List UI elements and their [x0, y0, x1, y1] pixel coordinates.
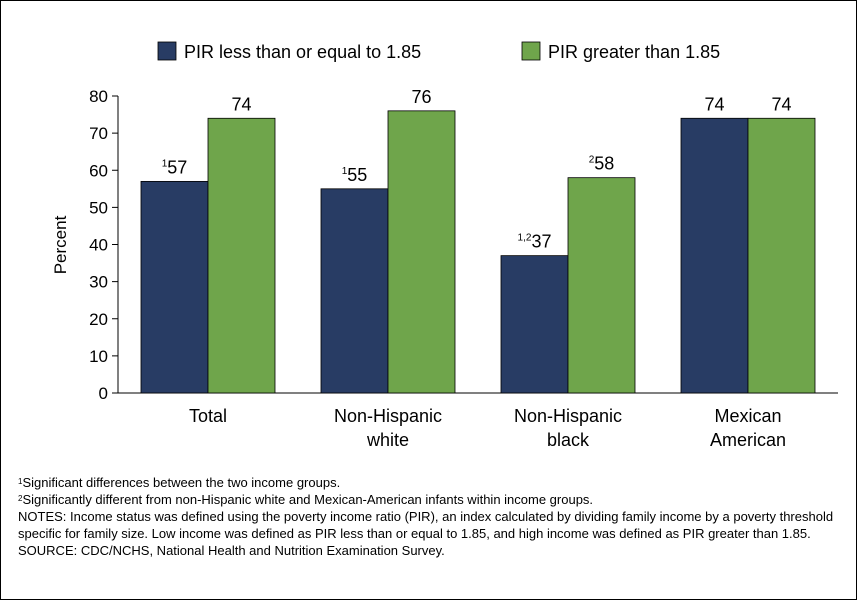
x-category-label: Non-Hispanic — [514, 406, 622, 426]
bar-high — [387, 110, 456, 394]
y-tick-label: 70 — [89, 124, 108, 143]
footnote-2-marker: 2 — [18, 494, 23, 503]
y-tick-label: 80 — [89, 87, 108, 106]
legend-swatch-1 — [521, 41, 541, 61]
y-tick-label: 50 — [89, 198, 108, 217]
footnote-2: 2Significantly different from non-Hispan… — [18, 491, 848, 508]
x-category-label: Total — [189, 406, 227, 426]
data-label-superscript: 1 — [342, 166, 348, 177]
bar-high — [207, 117, 276, 394]
footnote-1-text: Significant differences between the two … — [22, 475, 341, 490]
legend-label-1: PIR greater than 1.85 — [548, 42, 720, 62]
data-label: 1,237 — [518, 232, 552, 252]
x-category-label: black — [547, 430, 590, 450]
data-label-superscript: 1,2 — [518, 233, 532, 244]
data-label-value: 58 — [594, 154, 614, 174]
y-axis-title: Percent — [51, 215, 70, 274]
bar-low — [140, 180, 209, 394]
data-label: 74 — [771, 94, 791, 114]
data-label: 157 — [162, 157, 188, 177]
data-label: 76 — [411, 87, 431, 107]
y-tick-label: 40 — [89, 236, 108, 255]
x-category-label: American — [710, 430, 786, 450]
y-tick-label: 10 — [89, 347, 108, 366]
y-tick-label: 0 — [99, 384, 108, 403]
bar-chart: PIR less than or equal to 1.85 PIR greate… — [51, 41, 838, 450]
data-label: 155 — [342, 165, 368, 185]
x-category-label: white — [366, 430, 409, 450]
y-tick-label: 20 — [89, 310, 108, 329]
bar-low — [320, 188, 389, 394]
data-label: 74 — [231, 94, 251, 114]
data-label: 258 — [589, 154, 615, 174]
x-category-label: Non-Hispanic — [334, 406, 442, 426]
data-label-value: 37 — [531, 232, 551, 252]
footnote-1-marker: 1 — [18, 477, 23, 486]
data-label-superscript: 1 — [162, 158, 168, 169]
legend-label-0: PIR less than or equal to 1.85 — [184, 42, 421, 62]
data-label-value: 57 — [167, 157, 187, 177]
bar-high — [747, 117, 816, 394]
bar-high — [567, 177, 636, 394]
footnote-2-text: Significantly different from non-Hispani… — [22, 492, 594, 507]
bar-low — [680, 117, 749, 394]
data-label: 74 — [704, 94, 724, 114]
data-label-value: 55 — [347, 165, 367, 185]
y-tick-label: 60 — [89, 161, 108, 180]
notes-text: NOTES: Income status was defined using t… — [18, 509, 834, 541]
footnote-1: 1Significant differences between the two… — [18, 474, 848, 491]
bar-low — [500, 255, 569, 394]
x-category-label: Mexican — [714, 406, 781, 426]
legend-swatch-0 — [157, 41, 177, 61]
source-text: SOURCE: CDC/NCHS, National Health and Nu… — [18, 543, 445, 558]
data-label-superscript: 2 — [589, 155, 595, 166]
footnotes: 1Significant differences between the two… — [18, 474, 848, 559]
y-tick-label: 30 — [89, 273, 108, 292]
